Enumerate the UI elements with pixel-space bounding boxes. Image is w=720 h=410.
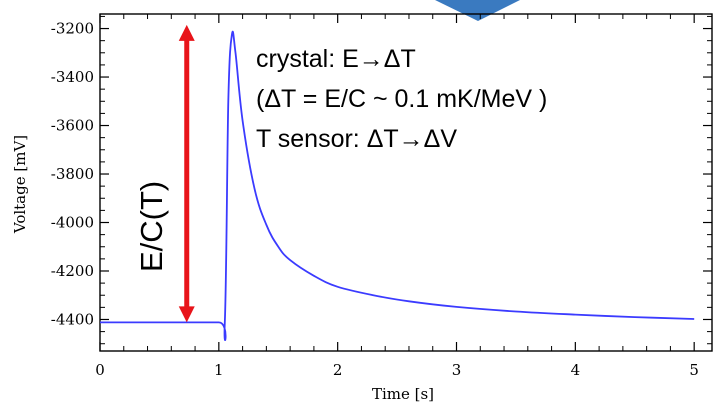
arrow-head-bottom [178, 306, 195, 323]
y-tick-label: -3600 [51, 117, 94, 135]
arrow-head-top [178, 24, 195, 41]
x-tick-label: 5 [689, 361, 699, 379]
y-tick-label: -4000 [51, 214, 94, 232]
x-tick-label: 2 [333, 361, 343, 379]
y-tick-label: -3200 [51, 20, 94, 38]
annotation-line-3: T sensor: ΔT→ΔV [256, 125, 457, 153]
energy-arrow [178, 24, 195, 323]
x-tick-label: 1 [214, 361, 224, 379]
x-tick-label: 0 [95, 361, 105, 379]
axis-ticks [99, 14, 712, 351]
y-tick-label: -3800 [51, 165, 94, 183]
annotation-line-1: crystal: E→ΔT [256, 45, 416, 73]
axis-tick-labels: 0 1 2 3 4 5 -3200 -3400 -3600 -3800 -4000 -4200 -440… [51, 20, 699, 379]
x-tick-label: 3 [452, 361, 462, 379]
voltage-series-line [100, 30, 695, 341]
arrow-label-text: E/C(T) [134, 181, 169, 272]
plot-frame [99, 13, 713, 352]
annotation-line-2: (ΔT = E/C ~ 0.1 mK/MeV ) [256, 85, 547, 113]
decorative-triangle-shape [435, 0, 520, 21]
y-axis-title: Voltage [mV] [11, 135, 29, 234]
y-tick-label: -3400 [51, 68, 94, 86]
y-tick-label: -4400 [51, 310, 94, 328]
y-tick-label: -4200 [51, 262, 94, 280]
x-axis-title: Time [s] [372, 385, 434, 403]
x-tick-label: 4 [571, 361, 581, 379]
